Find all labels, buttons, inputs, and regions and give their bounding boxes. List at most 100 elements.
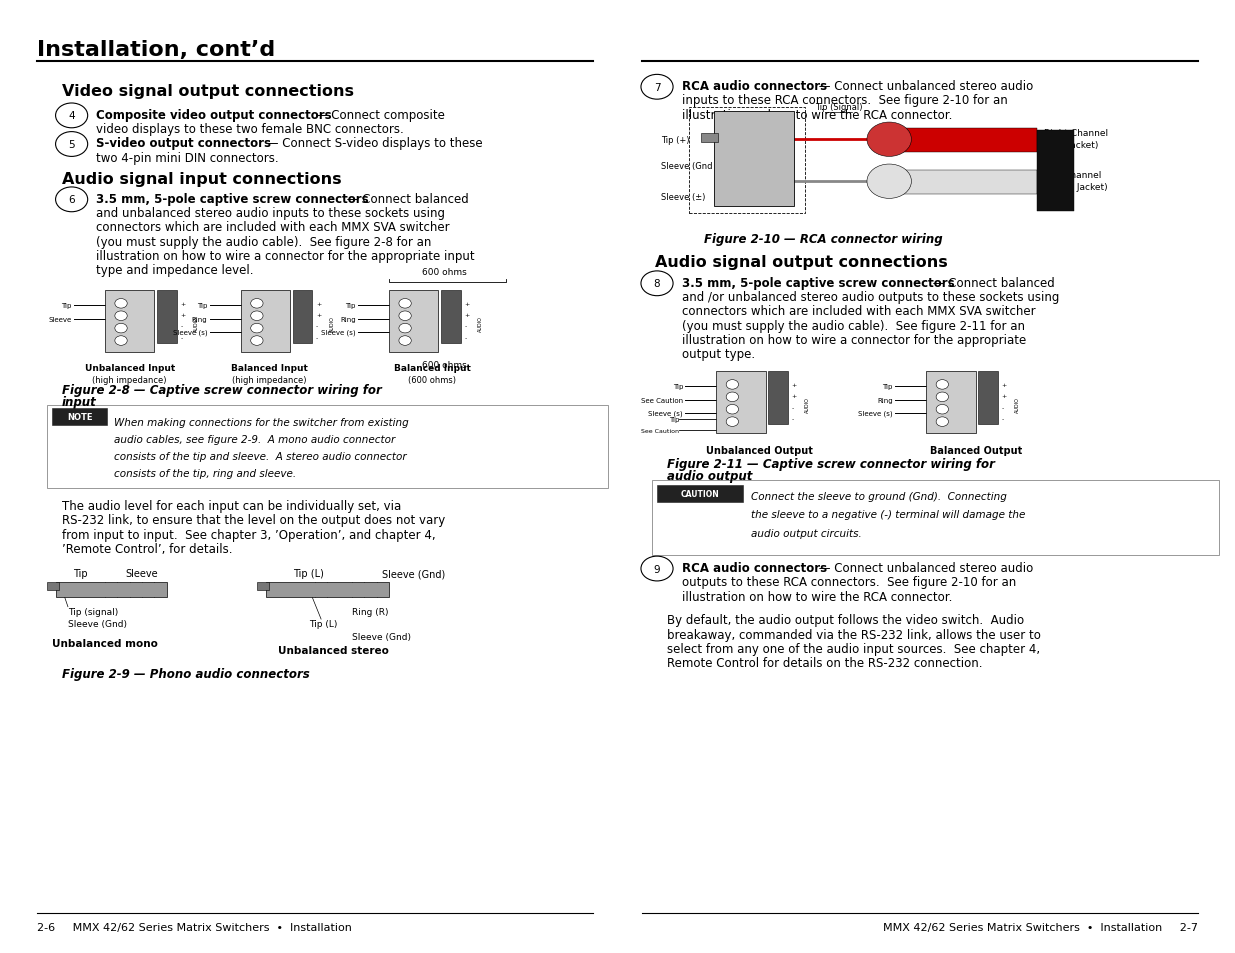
Text: and unbalanced stereo audio inputs to these sockets using: and unbalanced stereo audio inputs to th… xyxy=(96,207,446,220)
Text: -: - xyxy=(464,335,467,341)
Text: Unbalanced Input: Unbalanced Input xyxy=(84,364,175,373)
Text: +: + xyxy=(1002,394,1007,399)
Text: — Connect unbalanced stereo audio: — Connect unbalanced stereo audio xyxy=(815,561,1034,575)
Text: NOTE: NOTE xyxy=(67,413,93,422)
Text: Tip: Tip xyxy=(883,384,893,390)
Bar xyxy=(768,372,788,425)
Text: connectors which are included with each MMX SVA switcher: connectors which are included with each … xyxy=(96,221,450,234)
Text: RCA audio connectors: RCA audio connectors xyxy=(682,561,827,575)
Text: Sleeve (s): Sleeve (s) xyxy=(648,411,683,416)
Text: illustration on how to wire the RCA connector.: illustration on how to wire the RCA conn… xyxy=(682,590,952,603)
Text: Tip: Tip xyxy=(73,569,88,578)
Text: +: + xyxy=(180,313,185,318)
Text: output type.: output type. xyxy=(682,348,755,361)
Text: -: - xyxy=(792,416,794,422)
Text: consists of the tip and sleeve.  A stereo audio connector: consists of the tip and sleeve. A stereo… xyxy=(114,452,406,461)
Text: +: + xyxy=(792,382,797,388)
Circle shape xyxy=(399,299,411,309)
Text: from input to input.  See chapter 3, ’Operation’, and chapter 4,: from input to input. See chapter 3, ’Ope… xyxy=(62,528,436,541)
Text: -: - xyxy=(316,324,319,330)
Text: Left Channel: Left Channel xyxy=(1044,171,1100,180)
Text: S-video output connectors: S-video output connectors xyxy=(96,137,272,151)
Text: +: + xyxy=(464,301,469,307)
Text: See Caution: See Caution xyxy=(641,397,683,403)
Circle shape xyxy=(251,324,263,334)
Text: 5: 5 xyxy=(68,140,75,150)
Circle shape xyxy=(726,393,739,402)
Text: Sleeve (Gnd ): Sleeve (Gnd ) xyxy=(661,162,718,172)
Text: -: - xyxy=(1002,405,1004,411)
Text: RCA audio connectors: RCA audio connectors xyxy=(682,80,827,93)
Text: inputs to these RCA connectors.  See figure 2-10 for an: inputs to these RCA connectors. See figu… xyxy=(682,94,1008,108)
Text: Tip (+): Tip (+) xyxy=(661,135,689,145)
Text: 8: 8 xyxy=(653,279,661,289)
Text: (600 ohms): (600 ohms) xyxy=(409,375,456,384)
Text: AUDIO: AUDIO xyxy=(194,316,199,332)
Text: Connect the sleeve to ground (Gnd).  Connecting: Connect the sleeve to ground (Gnd). Conn… xyxy=(751,492,1007,501)
Text: audio output: audio output xyxy=(667,470,752,483)
Text: (Red Jacket): (Red Jacket) xyxy=(1044,140,1098,150)
Text: Ring: Ring xyxy=(877,397,893,403)
Text: audio cables, see figure 2-9.  A mono audio connector: audio cables, see figure 2-9. A mono aud… xyxy=(114,435,395,444)
Text: AUDIO: AUDIO xyxy=(478,316,483,332)
FancyBboxPatch shape xyxy=(52,409,107,426)
Text: 3.5 mm, 5-pole captive screw connectors: 3.5 mm, 5-pole captive screw connectors xyxy=(96,193,369,206)
Circle shape xyxy=(251,312,263,321)
Circle shape xyxy=(251,299,263,309)
Text: Tip (L): Tip (L) xyxy=(309,619,337,628)
Text: Sleeve (s): Sleeve (s) xyxy=(173,330,207,335)
Circle shape xyxy=(251,336,263,346)
Text: — Connect composite: — Connect composite xyxy=(312,109,446,122)
Text: +: + xyxy=(316,313,321,318)
Text: Sleeve (s): Sleeve (s) xyxy=(321,330,356,335)
Text: The audio level for each input can be individually set, via: The audio level for each input can be in… xyxy=(62,499,401,513)
FancyBboxPatch shape xyxy=(652,480,1219,556)
Text: breakaway, commanded via the RS-232 link, allows the user to: breakaway, commanded via the RS-232 link… xyxy=(667,628,1041,641)
Text: AUDIO: AUDIO xyxy=(330,316,335,332)
Text: Audio signal input connections: Audio signal input connections xyxy=(62,172,341,187)
Circle shape xyxy=(726,405,739,415)
Text: Figure 2-8 — Captive screw connector wiring for: Figure 2-8 — Captive screw connector wir… xyxy=(62,383,382,396)
Text: connectors which are included with each MMX SVA switcher: connectors which are included with each … xyxy=(682,305,1035,318)
Circle shape xyxy=(399,336,411,346)
Bar xyxy=(257,582,269,590)
Text: Tip: Tip xyxy=(198,303,207,309)
Text: Figure 2-9 — Phono audio connectors: Figure 2-9 — Phono audio connectors xyxy=(62,667,310,680)
Text: 2-6     MMX 42/62 Series Matrix Switchers  •  Installation: 2-6 MMX 42/62 Series Matrix Switchers • … xyxy=(37,923,352,932)
Bar xyxy=(889,171,1037,194)
Bar xyxy=(714,112,794,207)
Text: illustration on how to wire a connector for the appropriate input: illustration on how to wire a connector … xyxy=(96,250,475,263)
Text: Sleeve: Sleeve xyxy=(48,316,72,322)
Text: Tip: Tip xyxy=(346,303,356,309)
Circle shape xyxy=(936,380,948,390)
Text: Sleeve: Sleeve xyxy=(126,569,158,578)
Text: -: - xyxy=(464,324,467,330)
Circle shape xyxy=(726,417,739,427)
Text: (high impedance): (high impedance) xyxy=(93,375,167,384)
Circle shape xyxy=(936,417,948,427)
Text: Audio signal output connections: Audio signal output connections xyxy=(655,254,947,270)
Text: 4: 4 xyxy=(68,112,75,121)
Text: Balanced Input: Balanced Input xyxy=(231,364,308,373)
Text: Tip (L): Tip (L) xyxy=(294,569,324,578)
Bar xyxy=(105,291,154,353)
Text: video displays to these two female BNC connectors.: video displays to these two female BNC c… xyxy=(96,123,404,136)
Text: RS-232 link, to ensure that the level on the output does not vary: RS-232 link, to ensure that the level on… xyxy=(62,514,445,527)
Text: Sleeve (Gnd): Sleeve (Gnd) xyxy=(382,569,446,578)
Text: 9: 9 xyxy=(653,564,661,574)
Text: -: - xyxy=(792,405,794,411)
Text: Remote Control for details on the RS-232 connection.: Remote Control for details on the RS-232… xyxy=(667,657,982,670)
Text: Unbalanced stereo: Unbalanced stereo xyxy=(278,645,389,655)
Text: Unbalanced mono: Unbalanced mono xyxy=(52,639,158,648)
Bar xyxy=(1037,131,1074,212)
Text: Tip: Tip xyxy=(62,303,72,309)
Text: Right Channel: Right Channel xyxy=(1044,129,1108,138)
Text: +: + xyxy=(464,313,469,318)
Bar xyxy=(701,133,718,143)
Text: -: - xyxy=(316,335,319,341)
Text: — Connect balanced: — Connect balanced xyxy=(929,276,1055,290)
Text: -: - xyxy=(1002,416,1004,422)
Text: Sleeve (Gnd): Sleeve (Gnd) xyxy=(352,632,411,640)
Text: Tip: Tip xyxy=(669,416,679,422)
Text: Figure 2-10 — RCA connector wiring: Figure 2-10 — RCA connector wiring xyxy=(704,233,942,246)
